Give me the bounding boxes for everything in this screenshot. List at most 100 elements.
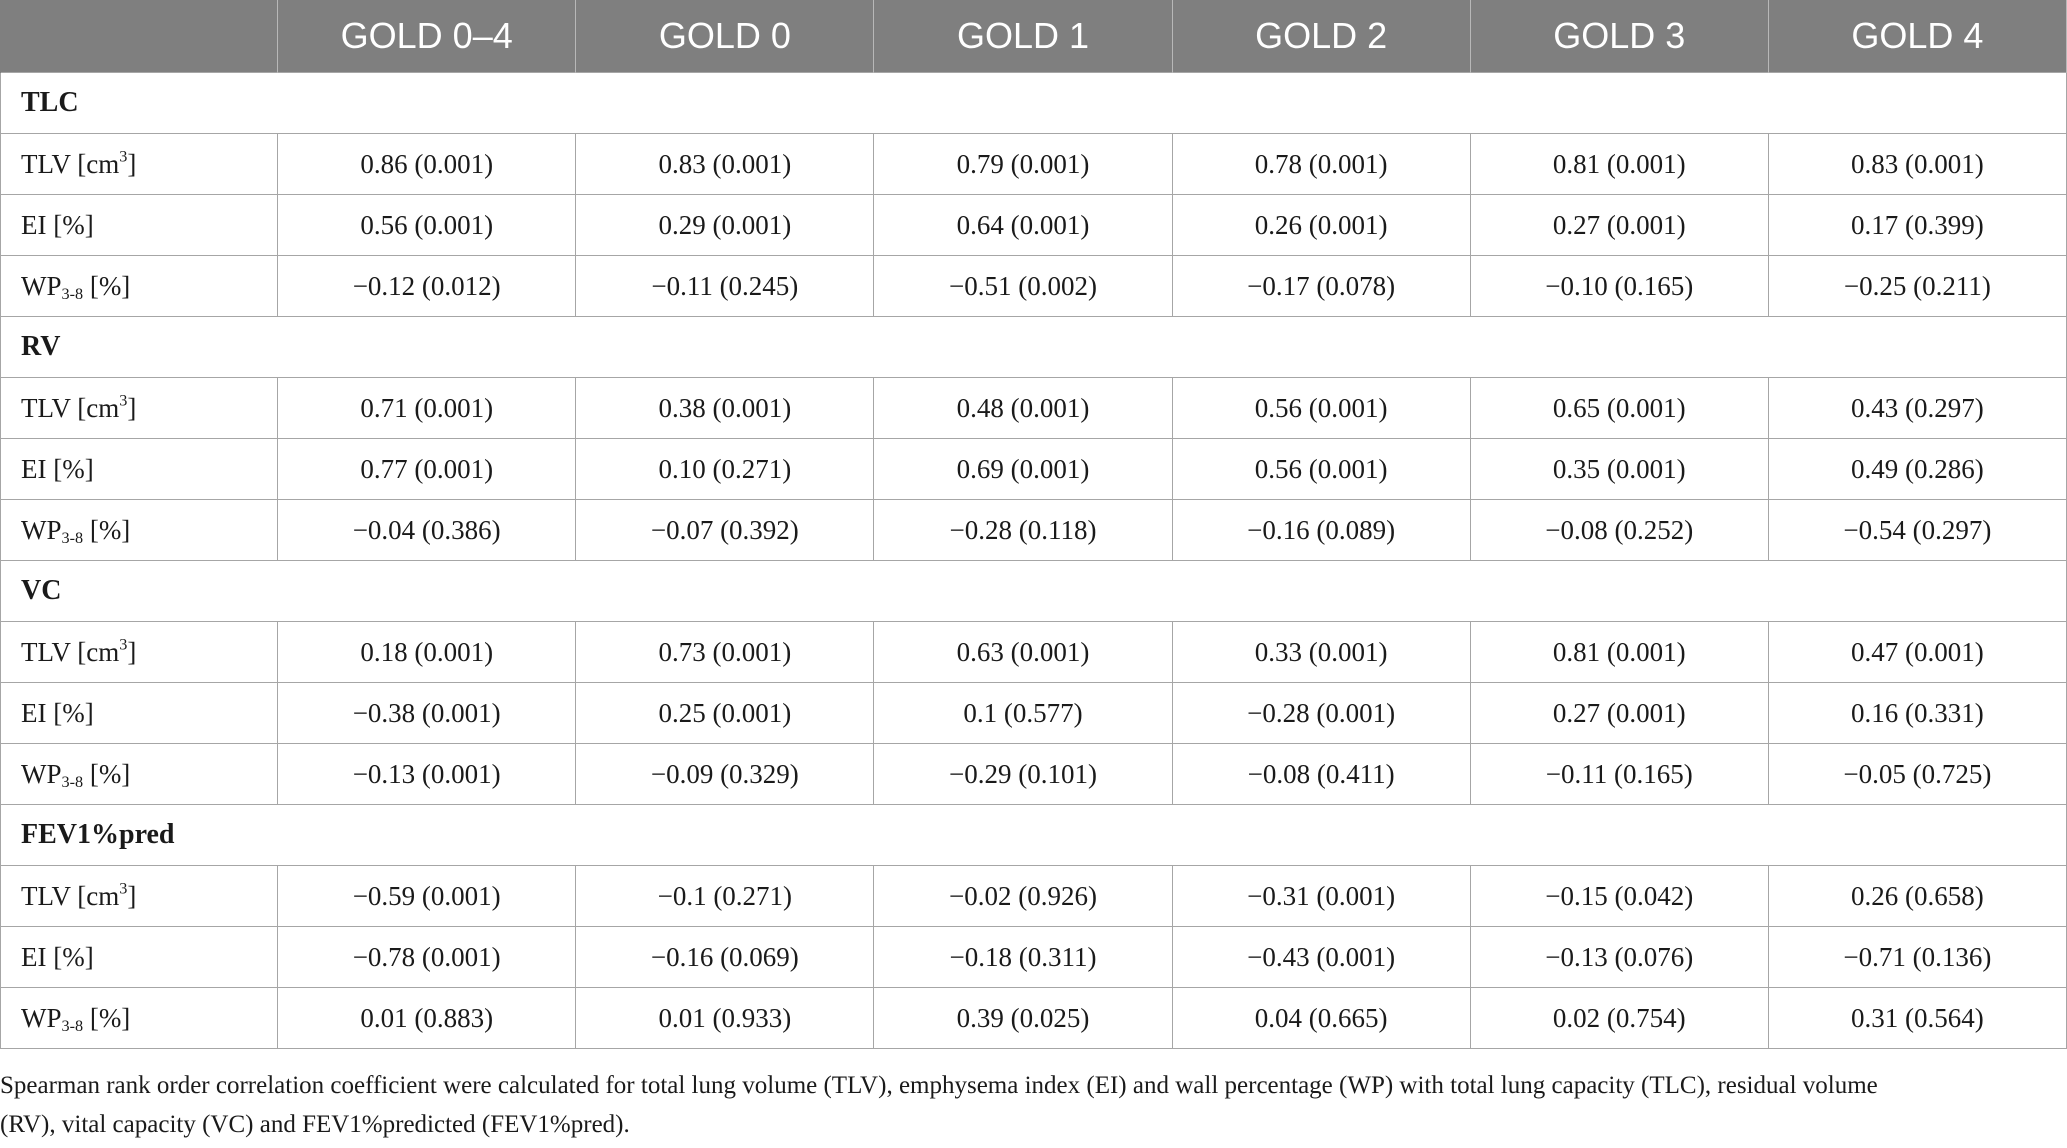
value-cell: 0.63 (0.001) [873,621,1173,683]
row-label-cell: TLV [cm3] [0,621,279,683]
row-label-superscript: 3 [119,147,128,166]
row-label-superscript: 3 [119,879,128,898]
value-cell: 0.02 (0.754) [1469,987,1769,1049]
section-row: RV [0,316,2067,378]
footnote-line-1: Spearman rank order correlation coeffici… [0,1072,1878,1099]
table-footnote: Spearman rank order correlation coeffici… [0,1066,2060,1144]
row-label-tail: ] [127,392,137,423]
row-label-tail: [%] [83,514,131,545]
value-cell: 0.26 (0.658) [1767,865,2067,927]
value-cell: 0.56 (0.001) [277,194,577,256]
value-cell: −0.09 (0.329) [575,743,875,805]
value-cell: 0.49 (0.286) [1767,438,2067,500]
value-cell: 0.47 (0.001) [1767,621,2067,683]
value-cell: −0.16 (0.069) [575,926,875,988]
value-cell: −0.54 (0.297) [1767,499,2067,561]
correlation-table: GOLD 0–4 GOLD 0 GOLD 1 GOLD 2 GOLD 3 GOL… [0,0,2067,1049]
value-cell: −0.04 (0.386) [277,499,577,561]
table-row: TLV [cm3] 0.86 (0.001) 0.83 (0.001) 0.79 (0… [0,133,2067,195]
value-cell: −0.10 (0.165) [1469,255,1769,317]
value-cell: −0.25 (0.211) [1767,255,2067,317]
value-cell: 0.10 (0.271) [575,438,875,500]
table-row: EI [%] −0.78 (0.001) −0.16 (0.069) −0.18 (0… [0,926,2067,988]
value-cell: −0.59 (0.001) [277,865,577,927]
row-label-cell: WP3-8 [%] [0,743,279,805]
value-cell: −0.12 (0.012) [277,255,577,317]
value-cell: 0.1 (0.577) [873,682,1173,744]
row-label-cell: WP3-8 [%] [0,255,279,317]
row-label: WP [21,514,62,545]
value-cell: −0.07 (0.392) [575,499,875,561]
section-title: VC [0,560,2067,622]
header-gold-0-4: GOLD 0–4 [277,0,577,73]
value-cell: 0.33 (0.001) [1171,621,1471,683]
header-gold-2: GOLD 2 [1171,0,1471,73]
value-cell: 0.65 (0.001) [1469,377,1769,439]
row-label-cell: TLV [cm3] [0,377,279,439]
correlation-table-container: GOLD 0–4 GOLD 0 GOLD 1 GOLD 2 GOLD 3 GOL… [0,0,2067,1049]
section-title: FEV1%pred [0,804,2067,866]
value-cell: 0.31 (0.564) [1767,987,2067,1049]
value-cell: 0.81 (0.001) [1469,133,1769,195]
value-cell: 0.83 (0.001) [575,133,875,195]
value-cell: −0.13 (0.001) [277,743,577,805]
value-cell: 0.79 (0.001) [873,133,1173,195]
value-cell: 0.48 (0.001) [873,377,1173,439]
row-label-superscript: 3 [119,635,128,654]
row-label-subscript: 3-8 [61,284,84,303]
row-label-cell: EI [%] [0,682,279,744]
row-label-superscript: 3 [119,391,128,410]
section-row: FEV1%pred [0,804,2067,866]
header-gold-1: GOLD 1 [873,0,1173,73]
value-cell: −0.15 (0.042) [1469,865,1769,927]
value-cell: 0.25 (0.001) [575,682,875,744]
value-cell: 0.26 (0.001) [1171,194,1471,256]
row-label-cell: WP3-8 [%] [0,987,279,1049]
row-label-tail: ] [127,636,137,667]
value-cell: 0.17 (0.399) [1767,194,2067,256]
row-label-cell: TLV [cm3] [0,865,279,927]
row-label-subscript: 3-8 [61,528,84,547]
row-label: EI [%] [21,209,94,240]
table-row: TLV [cm3] 0.18 (0.001) 0.73 (0.001) 0.63 (0… [0,621,2067,683]
row-label: WP [21,1002,62,1033]
value-cell: −0.08 (0.252) [1469,499,1769,561]
value-cell: −0.11 (0.165) [1469,743,1769,805]
header-corner-cell [0,0,279,73]
header-gold-3: GOLD 3 [1469,0,1769,73]
value-cell: −0.29 (0.101) [873,743,1173,805]
row-label: TLV [cm [21,392,120,423]
value-cell: −0.11 (0.245) [575,255,875,317]
value-cell: −0.28 (0.118) [873,499,1173,561]
row-label-cell: EI [%] [0,438,279,500]
row-label: EI [%] [21,941,94,972]
header-gold-0: GOLD 0 [575,0,875,73]
row-label: TLV [cm [21,636,120,667]
value-cell: 0.71 (0.001) [277,377,577,439]
row-label-tail: [%] [83,1002,131,1033]
value-cell: 0.27 (0.001) [1469,682,1769,744]
header-gold-4: GOLD 4 [1767,0,2067,73]
value-cell: 0.35 (0.001) [1469,438,1769,500]
row-label: EI [%] [21,697,94,728]
row-label: TLV [cm [21,148,120,179]
row-label: TLV [cm [21,880,120,911]
value-cell: 0.78 (0.001) [1171,133,1471,195]
section-title: TLC [0,72,2067,134]
value-cell: −0.18 (0.311) [873,926,1173,988]
value-cell: 0.16 (0.331) [1767,682,2067,744]
section-row: VC [0,560,2067,622]
value-cell: −0.31 (0.001) [1171,865,1471,927]
row-label-cell: TLV [cm3] [0,133,279,195]
table-header: GOLD 0–4 GOLD 0 GOLD 1 GOLD 2 GOLD 3 GOL… [0,0,2067,73]
table-body: TLC TLV [cm3] 0.86 (0.001) 0.83 (0.001) 0.79… [0,72,2067,1049]
value-cell: −0.13 (0.076) [1469,926,1769,988]
value-cell: 0.73 (0.001) [575,621,875,683]
value-cell: 0.81 (0.001) [1469,621,1769,683]
value-cell: 0.39 (0.025) [873,987,1173,1049]
value-cell: 0.64 (0.001) [873,194,1173,256]
table-row: WP3-8 [%] 0.01 (0.883) 0.01 (0.933) 0.39 (0… [0,987,2067,1049]
table-row: TLV [cm3] −0.59 (0.001) −0.1 (0.271) −0.02 … [0,865,2067,927]
section-title: RV [0,316,2067,378]
row-label-subscript: 3-8 [61,1016,84,1035]
